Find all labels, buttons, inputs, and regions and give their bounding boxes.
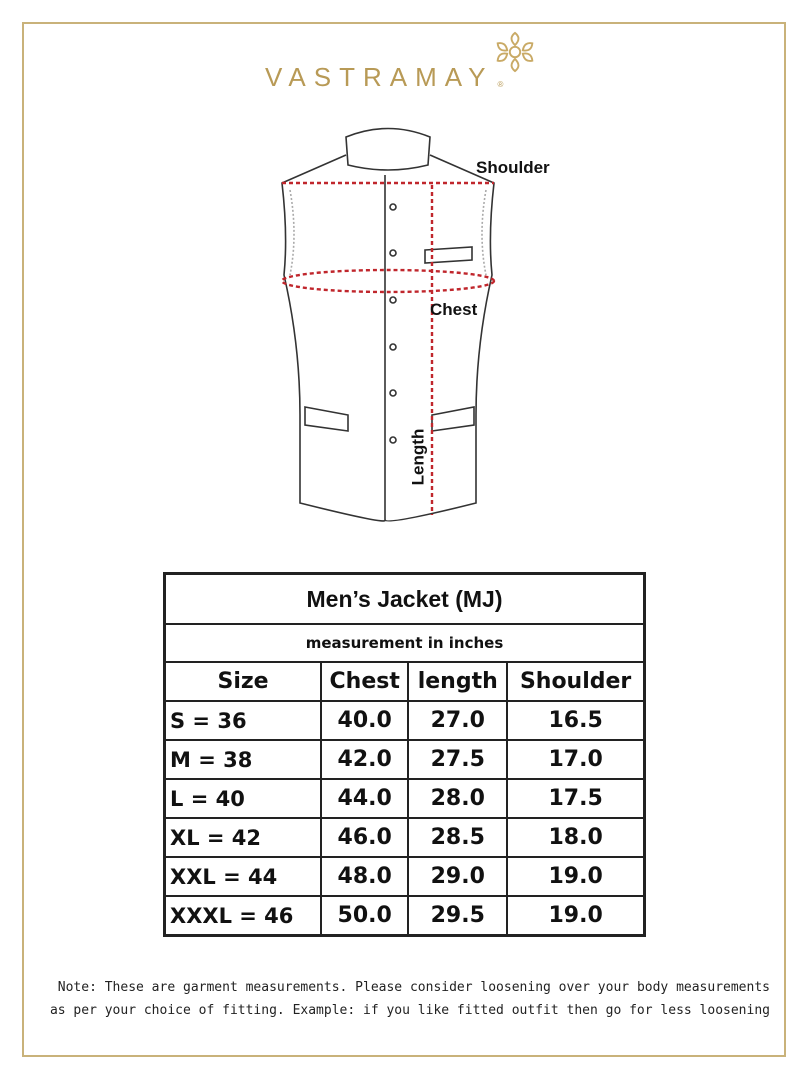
table-subtitle: measurement in inches [163, 623, 646, 663]
table-row: XL = 42 46.0 28.5 18.0 [163, 817, 646, 858]
chest-cell: 40.0 [320, 700, 410, 741]
header-size: Size [163, 661, 323, 702]
chest-cell: 50.0 [320, 895, 410, 937]
length-cell: 27.5 [407, 739, 509, 780]
shoulder-cell: 18.0 [506, 817, 646, 858]
fit-note: Note: These are garment measurements. Pl… [26, 976, 770, 1022]
length-label: Length [408, 428, 428, 486]
registered-mark: ® [497, 80, 504, 89]
length-cell: 28.5 [407, 817, 509, 858]
table-row: XXL = 44 48.0 29.0 19.0 [163, 856, 646, 897]
length-cell: 29.0 [407, 856, 509, 897]
size-cell: S = 36 [163, 700, 323, 741]
shoulder-cell: 17.0 [506, 739, 646, 780]
header-chest: Chest [320, 661, 410, 702]
brand: VASTRAMAY ® [265, 62, 503, 92]
header-row: Size Chest length Shoulder [163, 661, 646, 702]
length-cell: 29.5 [407, 895, 509, 937]
note-line-1: Note: These are garment measurements. Pl… [57, 980, 770, 995]
shoulder-cell: 17.5 [506, 778, 646, 819]
chest-cell: 48.0 [320, 856, 410, 897]
table-row: S = 36 40.0 27.0 16.5 [163, 700, 646, 741]
table-row: XXXL = 46 50.0 29.5 19.0 [163, 895, 646, 937]
shoulder-cell: 19.0 [506, 856, 646, 897]
table-row: M = 38 42.0 27.5 17.0 [163, 739, 646, 780]
size-cell: M = 38 [163, 739, 323, 780]
table-title: Men’s Jacket (MJ) [163, 572, 646, 625]
size-chart-table: Men’s Jacket (MJ) measurement in inches … [163, 572, 646, 937]
shoulder-label: Shoulder [476, 158, 550, 177]
size-cell: XL = 42 [163, 817, 323, 858]
chest-cell: 46.0 [320, 817, 410, 858]
chest-cell: 44.0 [320, 778, 410, 819]
length-cell: 28.0 [407, 778, 509, 819]
jacket-diagram [280, 127, 496, 522]
chest-cell: 42.0 [320, 739, 410, 780]
header-length: length [407, 661, 509, 702]
note-line-2: as per your choice of fitting. Example: … [49, 1003, 770, 1018]
shoulder-cell: 19.0 [506, 895, 646, 937]
size-cell: XXXL = 46 [163, 895, 323, 937]
brand-logo-icon [496, 31, 534, 73]
shoulder-cell: 16.5 [506, 700, 646, 741]
header-shoulder: Shoulder [506, 661, 646, 702]
chest-label: Chest [430, 300, 478, 319]
size-cell: XXL = 44 [163, 856, 323, 897]
length-cell: 27.0 [407, 700, 509, 741]
size-cell: L = 40 [163, 778, 323, 819]
table-row: L = 40 44.0 28.0 17.5 [163, 778, 646, 819]
page-frame [22, 22, 786, 1057]
brand-name: VASTRAMAY [265, 62, 494, 92]
